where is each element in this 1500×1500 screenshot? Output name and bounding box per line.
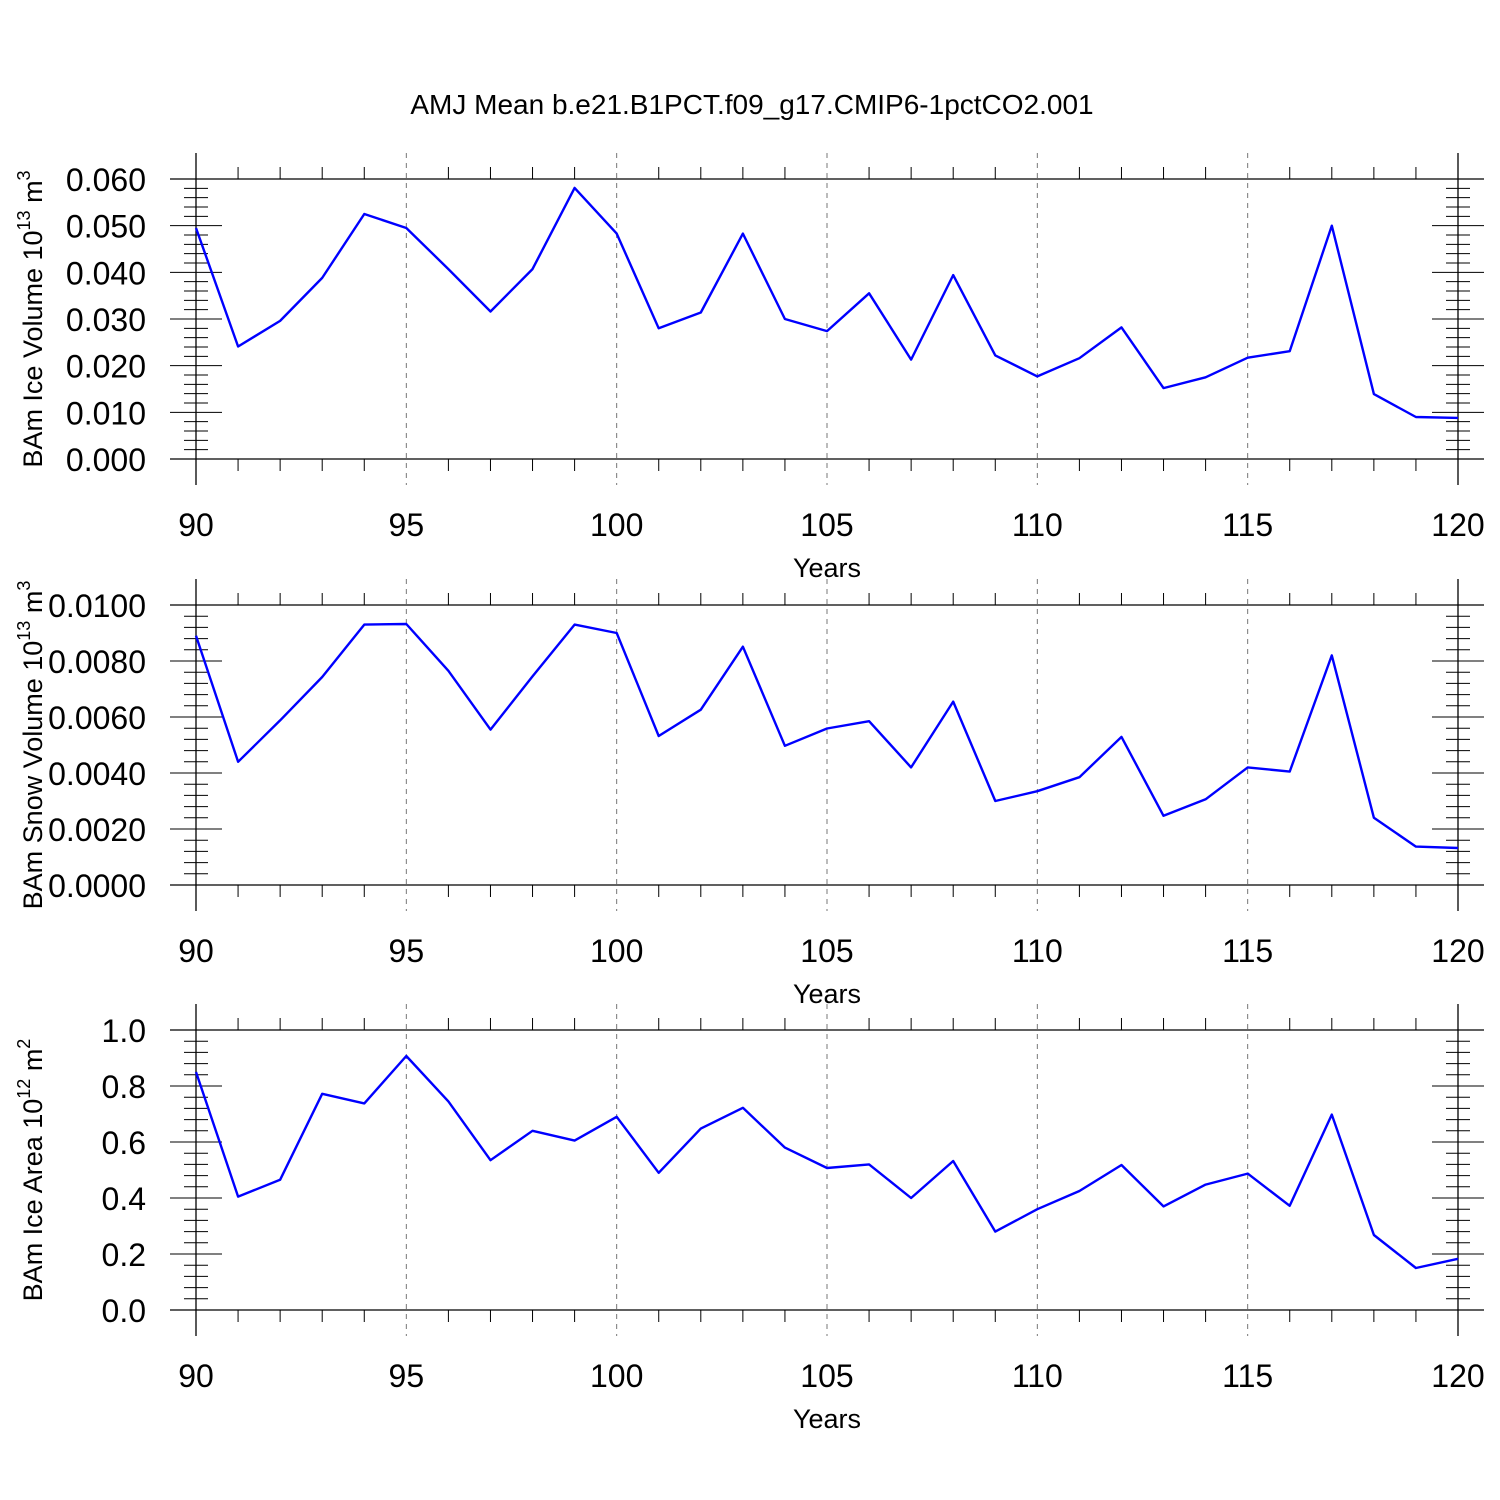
figure-title: AMJ Mean b.e21.B1PCT.f09_g17.CMIP6-1pctC… bbox=[410, 89, 1093, 120]
y-tick-label: 0.0 bbox=[102, 1293, 146, 1329]
x-tick-label: 120 bbox=[1431, 507, 1484, 543]
panels: 0.000 0.010 0.020 0.030 0.040 0.050 0.060 90 95 1… bbox=[14, 153, 1485, 1434]
x-tick-label: 115 bbox=[1222, 507, 1273, 543]
y-tick-label: 0.0060 bbox=[48, 700, 146, 736]
x-axis-title: Years bbox=[793, 553, 861, 583]
y-tick-label: 0.0100 bbox=[48, 588, 146, 624]
y-tick-label: 0.000 bbox=[66, 442, 146, 478]
y-tick-label: 0.6 bbox=[102, 1125, 146, 1161]
x-tick-label: 120 bbox=[1431, 1358, 1484, 1394]
x-tick-label: 95 bbox=[389, 1358, 425, 1394]
y-tick-label: 0.060 bbox=[66, 162, 146, 198]
y-tick-label: 0.010 bbox=[66, 395, 146, 431]
y-tick-label: 0.040 bbox=[66, 255, 146, 291]
x-tick-label: 105 bbox=[800, 1358, 853, 1394]
x-tick-label: 110 bbox=[1012, 933, 1063, 969]
panel-3: 0.0 0.2 0.4 0.6 0.8 1.0 90 95 100 105 110 115 120 Yea… bbox=[14, 1004, 1485, 1434]
y-tick-label: 0.0020 bbox=[48, 812, 146, 848]
y-tick-label: 0.0000 bbox=[48, 868, 146, 904]
x-tick-label: 105 bbox=[800, 507, 853, 543]
y-tick-label: 0.2 bbox=[102, 1237, 146, 1273]
x-tick-label: 100 bbox=[590, 933, 643, 969]
y-tick-label: 0.0080 bbox=[48, 644, 146, 680]
series-line bbox=[194, 622, 1459, 850]
y-tick-label: 0.4 bbox=[102, 1181, 146, 1217]
x-tick-label: 105 bbox=[800, 933, 853, 969]
panel-1: 0.000 0.010 0.020 0.030 0.040 0.050 0.060 90 95 1… bbox=[14, 153, 1485, 583]
x-tick-label: 90 bbox=[178, 507, 214, 543]
x-tick-label: 115 bbox=[1222, 1358, 1273, 1394]
x-tick-label: 110 bbox=[1012, 507, 1063, 543]
y-axis-title: BAm Ice Volume 1013 m3 bbox=[14, 170, 48, 467]
y-tick-label: 0.050 bbox=[66, 209, 146, 245]
y-axis-title: BAm Ice Area 1012 m2 bbox=[14, 1039, 48, 1302]
x-tick-label: 95 bbox=[389, 507, 425, 543]
x-tick-label: 115 bbox=[1222, 933, 1273, 969]
x-tick-label: 95 bbox=[389, 933, 425, 969]
x-tick-label: 100 bbox=[590, 1358, 643, 1394]
series-line bbox=[194, 186, 1459, 420]
y-tick-label: 0.8 bbox=[102, 1069, 146, 1105]
y-axis-title: BAm Snow Volume 1013 m3 bbox=[14, 581, 48, 910]
x-axis-title: Years bbox=[793, 1404, 861, 1434]
y-tick-label: 0.0040 bbox=[48, 756, 146, 792]
y-tick-label: 1.0 bbox=[102, 1013, 146, 1049]
y-tick-label: 0.020 bbox=[66, 349, 146, 385]
x-tick-label: 90 bbox=[178, 933, 214, 969]
x-tick-label: 120 bbox=[1431, 933, 1484, 969]
x-tick-label: 90 bbox=[178, 1358, 214, 1394]
x-tick-label: 110 bbox=[1012, 1358, 1063, 1394]
x-tick-label: 100 bbox=[590, 507, 643, 543]
y-tick-label: 0.030 bbox=[66, 302, 146, 338]
series-line bbox=[194, 1054, 1459, 1270]
panel-2: 0.0000 0.0020 0.0040 0.0060 0.0080 0.0100 90 95… bbox=[14, 579, 1485, 1009]
